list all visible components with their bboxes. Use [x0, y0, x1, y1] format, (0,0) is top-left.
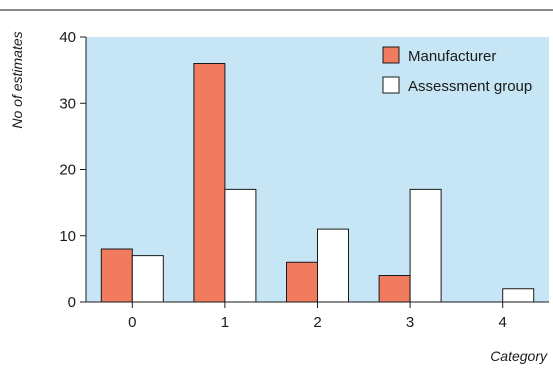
bars	[100, 63, 535, 303]
x-tick-label: 3	[406, 314, 414, 331]
y-tick-label: 30	[59, 95, 76, 112]
x-tick-label: 2	[313, 314, 321, 331]
y-tick-label: 0	[68, 294, 76, 311]
legend-swatch-manufacturer	[382, 46, 400, 64]
x-tick-label: 0	[128, 314, 136, 331]
y-axis: 0 10 20 30 40	[59, 29, 87, 311]
y-axis-title: No of estimates	[9, 31, 25, 128]
bar-assessment-group	[502, 288, 535, 303]
bar-assessment-group	[131, 255, 164, 303]
bar-manufacturer	[193, 63, 226, 303]
y-tick-label: 20	[59, 162, 76, 179]
legend-label-manufacturer: Manufacturer	[408, 48, 496, 65]
bar-manufacturer	[100, 248, 133, 303]
x-axis-title: Category	[490, 348, 548, 364]
legend-label-assessment-group: Assessment group	[408, 78, 532, 95]
y-tick-label: 10	[59, 228, 76, 245]
bar-manufacturer	[286, 261, 318, 303]
bar-manufacturer	[378, 275, 411, 303]
legend: Manufacturer Assessment group	[382, 46, 532, 95]
bar-assessment-group	[409, 188, 442, 303]
x-tick-label: 4	[499, 314, 507, 331]
bar-assessment-group	[317, 228, 349, 303]
legend-swatch-assessment-group	[382, 76, 400, 94]
y-tick-label: 40	[59, 29, 76, 46]
x-axis: 0 1 2 3 4	[86, 301, 549, 331]
bar-assessment-group	[224, 188, 257, 303]
x-tick-label: 1	[221, 314, 229, 331]
